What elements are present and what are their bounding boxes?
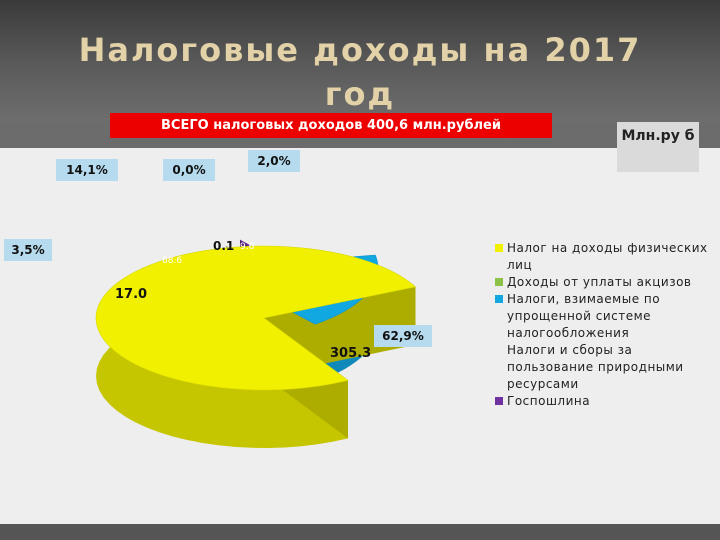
unit-label: Млн.ру б (617, 122, 699, 172)
legend-item-state-duty: Госпошлина (495, 393, 715, 410)
percent-label-state-duty: 2,0% (248, 150, 300, 172)
legend-item-income-tax: Налог на доходы физических лиц (495, 240, 715, 274)
total-banner: ВСЕГО налоговых доходов 400,6 млн.рублей (110, 113, 552, 138)
value-label-income-tax: 305.3 (330, 346, 371, 361)
chart-legend: Налог на доходы физических лиц Доходы от… (495, 240, 715, 410)
percent-label-excise: 3,5% (4, 239, 52, 261)
bottom-strip (0, 524, 720, 540)
legend-swatch (495, 397, 503, 405)
legend-label: Доходы от уплаты акцизов (507, 275, 692, 289)
legend-label: Госпошлина (507, 394, 591, 408)
value-label-natural-resources: 0.1 (213, 239, 234, 253)
legend-label: Налоги, взимаемые по упрощенной системе … (507, 292, 661, 340)
legend-item-excise: Доходы от уплаты акцизов (495, 274, 715, 291)
value-label-simplified-tax: 68.6 (162, 256, 182, 266)
percent-label-income-tax: 62,9% (374, 325, 432, 347)
legend-label: Налог на доходы физических лиц (507, 241, 708, 272)
pie-slice-income-tax (95, 245, 417, 391)
legend-swatch (495, 244, 503, 252)
legend-item-natural-resources: Налоги и сборы за пользование природными… (495, 342, 715, 393)
value-label-excise: 17.0 (115, 287, 147, 302)
legend-swatch (495, 346, 503, 354)
legend-swatch (495, 295, 503, 303)
legend-item-simplified-tax: Налоги, взимаемые по упрощенной системе … (495, 291, 715, 342)
percent-label-natural-resources: 0,0% (163, 159, 215, 181)
legend-swatch (495, 278, 503, 286)
value-label-state-duty: 9.6 (240, 242, 255, 252)
percent-label-simplified-tax: 14,1% (56, 159, 118, 181)
legend-label: Налоги и сборы за пользование природными… (507, 343, 684, 391)
slide-title: Налоговые доходы на 2017 год (78, 31, 642, 113)
